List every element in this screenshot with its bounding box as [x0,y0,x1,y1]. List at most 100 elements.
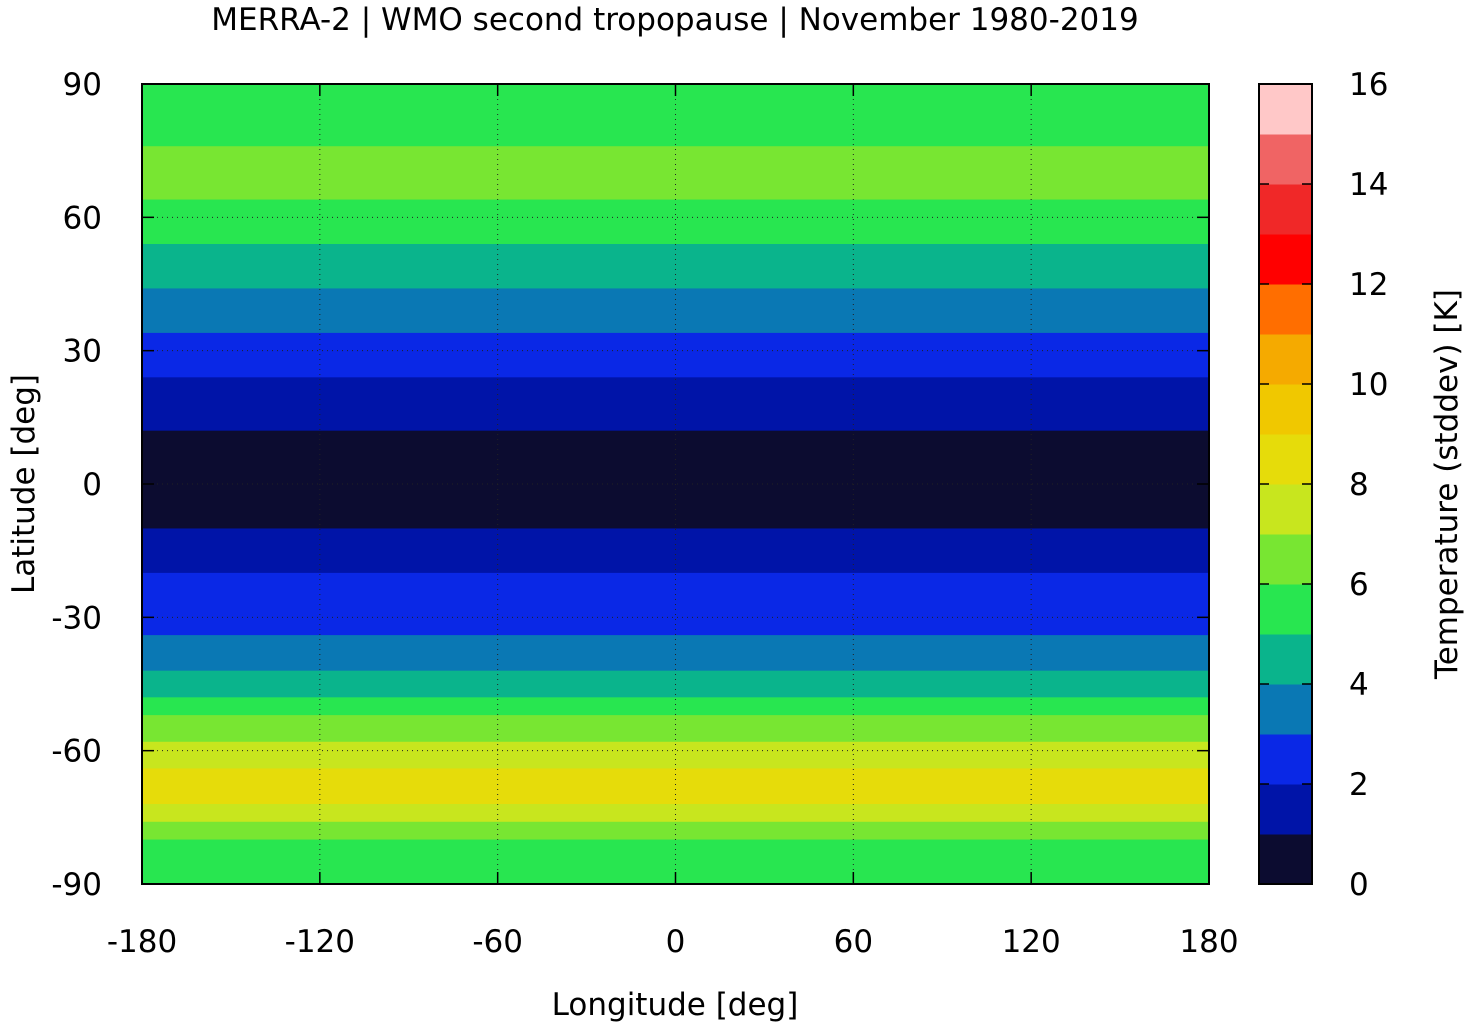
heatmap-band [142,466,1209,476]
x-tick-label: 120 [1002,924,1061,960]
colorbar-segment [1259,584,1312,635]
colorbar-segment [1259,334,1312,385]
heatmap-band [142,324,1209,334]
heatmap-band [142,501,1209,512]
heatmap-band [142,252,1209,263]
heatmap-band [142,412,1209,423]
y-axis-label: Latitude [deg] [6,374,42,594]
heatmap-band [142,368,1209,378]
heatmap-band [142,732,1209,743]
axis-ticks: -180 -120 -60 0 60 120 180 -90 -60 -30 0 30 60 90 [51,67,1238,960]
heatmap-band [142,537,1209,547]
heatmap-band [142,866,1209,876]
colorbar-tick-label: 2 [1349,767,1369,803]
heatmap-band [142,661,1209,672]
heatmap-band [142,332,1209,343]
heatmap-band [142,812,1209,823]
heatmap-band [142,581,1209,592]
y-tick-label: 90 [63,67,102,103]
heatmap-band [142,137,1209,147]
grid-lines [142,84,1209,884]
heatmap-band [142,297,1209,307]
colorbar-segment [1259,134,1312,185]
heatmap-band [142,457,1209,467]
heatmap-band [142,644,1209,654]
heatmap-band [142,626,1209,636]
colorbar-segment [1259,434,1312,485]
colorbar-segment [1259,284,1312,335]
heatmap-band [142,404,1209,414]
y-tick-label: -90 [51,867,102,903]
heatmap-band [142,484,1209,494]
colorbar-tick-label: 12 [1349,267,1388,303]
heatmap-band [142,821,1209,832]
heatmap-band [142,288,1209,298]
colorbar-tick-label: 0 [1349,867,1369,903]
y-tick-label: 0 [82,467,102,503]
colorbar: 0 2 4 6 8 10 12 14 16 [1258,67,1388,903]
colorbar-segment [1259,684,1312,735]
heatmap-band [142,608,1209,618]
x-tick-label: -60 [472,924,523,960]
x-tick-label: 180 [1179,924,1238,960]
colorbar-tick-label: 8 [1349,467,1369,503]
heatmap-band [142,92,1209,103]
y-tick-label: -60 [51,734,102,770]
x-tick-label: -120 [285,924,355,960]
chart-title: MERRA-2 | WMO second tropopause | Novemb… [211,2,1138,38]
heatmap-band [142,181,1209,192]
x-axis-label: Longitude [deg] [552,987,799,1023]
y-tick-label: 30 [63,334,102,370]
heatmap-band [142,564,1209,574]
heatmap-band [142,110,1209,121]
heatmap-band [142,750,1209,761]
y-tick-label: 60 [63,200,102,236]
colorbar-segment [1259,84,1312,135]
heatmap-band [142,528,1209,538]
heatmap-band [142,724,1209,734]
y-tick-label: -30 [51,600,102,636]
colorbar-segment [1259,734,1312,785]
heatmap-band [142,768,1209,778]
heatmap-band [142,857,1209,867]
colorbar-segment [1259,784,1312,835]
heatmap-band [142,590,1209,601]
colorbar-tick-label: 6 [1349,567,1369,603]
heatmap-band [142,261,1209,272]
heatmap-band [142,804,1209,814]
heatmap-band [142,492,1209,503]
colorbar-segment [1259,184,1312,235]
heatmap-band [142,510,1209,521]
heatmap-band [142,572,1209,583]
heatmap-band [142,688,1209,698]
heatmap-band [142,270,1209,281]
heatmap-band [142,430,1209,441]
heatmap-band [142,386,1209,396]
heatmap-band [142,226,1209,236]
heatmap-band [142,670,1209,681]
colorbar-tick-label: 10 [1349,367,1388,403]
colorbar-segment [1259,484,1312,535]
heatmap-band [142,208,1209,218]
heatmap-band [142,172,1209,183]
heatmap-band [142,741,1209,752]
heatmap-band [142,697,1209,707]
colorbar-tick-label: 14 [1349,167,1388,203]
heatmap-band [142,652,1209,663]
heatmap-band [142,217,1209,227]
heatmap-band [142,306,1209,316]
heatmap-band [142,377,1209,387]
heatmap-band [142,341,1209,352]
x-tick-label: 60 [834,924,873,960]
heatmap-band [142,786,1209,796]
heatmap-band [142,777,1209,787]
heatmap-band [142,164,1209,174]
heatmap-band [142,146,1209,156]
heatmap-band [142,350,1209,361]
heatmap-band [142,101,1209,112]
heatmap-band [142,421,1209,432]
heatmap-band [142,830,1209,841]
heatmap-band [142,848,1209,858]
colorbar-segment [1259,634,1312,685]
colorbar-label: Temperature (stddev) [K] [1429,289,1465,680]
